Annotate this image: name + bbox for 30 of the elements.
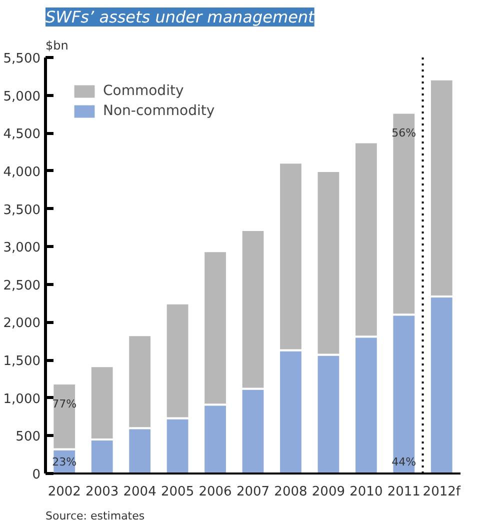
x-tick-label: 2009	[312, 484, 346, 500]
x-tick-label: 2003	[86, 484, 119, 500]
x-tick-label: 2010	[350, 484, 383, 500]
legend-label: Non-commodity	[103, 103, 215, 119]
y-tick-label: 5,000	[3, 89, 40, 104]
legend-label: Commodity	[103, 83, 184, 99]
y-tick-label: 4,000	[3, 164, 40, 180]
y-tick-label: 5,500	[3, 52, 40, 66]
y-tick-label: 500	[16, 430, 41, 445]
x-tick-label: 2005	[161, 484, 194, 500]
x-tick-label: 2006	[198, 484, 232, 500]
x-tick-label: 2004	[123, 484, 156, 500]
y-tick-label: 4,500	[3, 127, 40, 142]
y-tick-label: 2,000	[3, 316, 40, 332]
annotation: 56%	[392, 126, 416, 140]
y-tick-label: 0	[32, 468, 41, 482]
chart-title: SWFs’ assets under management	[46, 8, 316, 26]
x-tick-label: 2008	[274, 484, 308, 500]
y-tick-label: 1,500	[3, 354, 40, 370]
y-tick-label: 2,500	[3, 278, 40, 294]
annotation: 77%	[52, 397, 77, 410]
source-note: Source: estimates	[46, 510, 145, 522]
x-tick-label: 2007	[236, 484, 270, 500]
y-tick-label: 3,000	[3, 240, 40, 256]
x-tick-label: 2002	[48, 484, 81, 500]
y-tick-label: 3,500	[3, 202, 40, 218]
y-axis-title: $bn	[46, 38, 68, 52]
x-tick-label: 2012f	[422, 484, 461, 500]
y-tick-label: 1,000	[3, 392, 40, 407]
x-tick-label: 2011	[387, 484, 420, 500]
